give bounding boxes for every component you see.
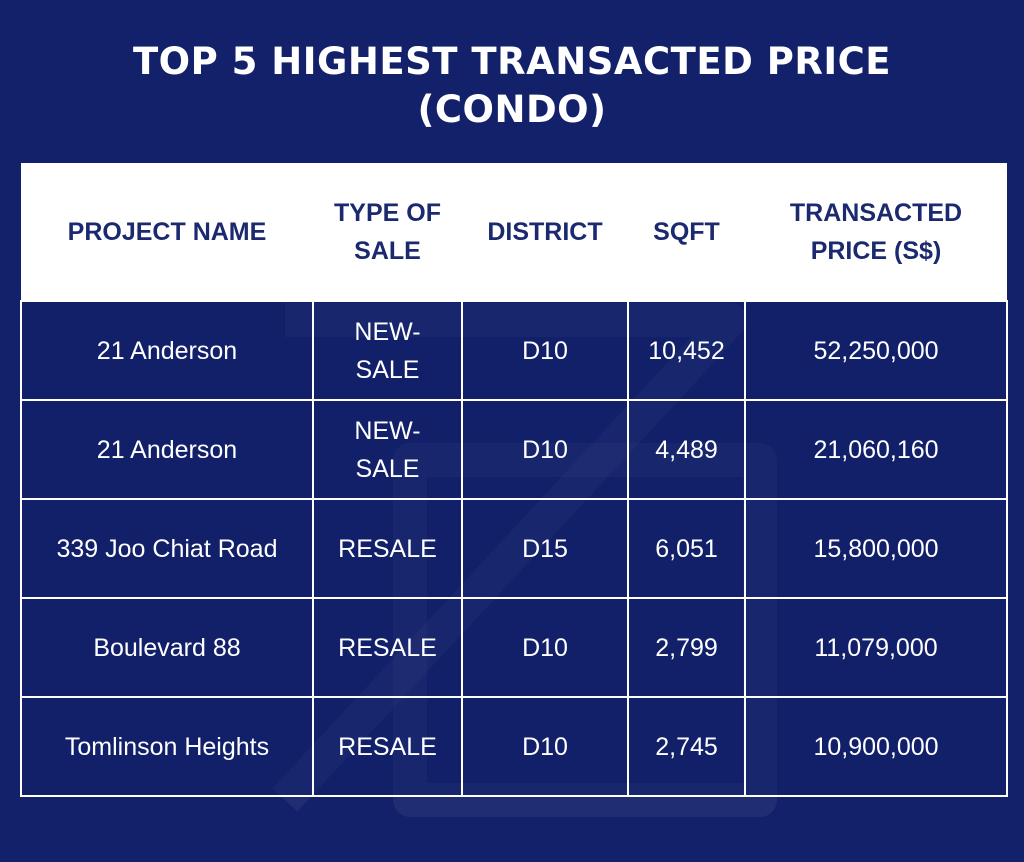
cell-district: D10 <box>461 597 629 698</box>
cell-transacted-price: 52,250,000 <box>744 300 1008 401</box>
table-row: 21 Anderson NEW- SALE D10 4,489 21,060,1… <box>20 399 1008 500</box>
cell-type-of-sale-line-2: SALE <box>355 355 420 384</box>
transactions-table: PROJECT NAME TYPE OF SALE DISTRICT SQFT … <box>20 163 1008 797</box>
cell-type-of-sale-line-2: SALE <box>355 454 420 483</box>
cell-type-of-sale-line-1: NEW- <box>354 416 421 445</box>
cell-district: D10 <box>461 696 629 797</box>
cell-sqft: 4,489 <box>627 399 746 500</box>
cell-project-name: Boulevard 88 <box>20 597 314 698</box>
table-row: Tomlinson Heights RESALE D10 2,745 10,90… <box>20 696 1008 797</box>
cell-project-name: 21 Anderson <box>20 399 314 500</box>
cell-sqft: 2,745 <box>627 696 746 797</box>
header-type-of-sale-line-1: TYPE OF <box>334 198 441 227</box>
header-project-name: PROJECT NAME <box>21 163 313 301</box>
header-project-name-text: PROJECT NAME <box>67 217 267 246</box>
cell-district: D10 <box>461 399 629 500</box>
cell-sqft: 6,051 <box>627 498 746 599</box>
header-sqft: SQFT <box>628 163 745 301</box>
header-transacted-price-line-1: TRANSACTED <box>789 198 963 227</box>
cell-type-of-sale: RESALE <box>312 597 463 698</box>
table-row: Boulevard 88 RESALE D10 2,799 11,079,000 <box>20 597 1008 698</box>
cell-type-of-sale-line-1: NEW- <box>354 317 421 346</box>
page-title: TOP 5 HIGHEST TRANSACTED PRICE (CONDO) <box>0 38 1024 134</box>
cell-type-of-sale: NEW- SALE <box>312 300 463 401</box>
title-line-2: (CONDO) <box>417 88 607 131</box>
cell-project-name: Tomlinson Heights <box>20 696 314 797</box>
header-transacted-price: TRANSACTED PRICE (S$) <box>745 163 1007 301</box>
header-sqft-text: SQFT <box>653 217 720 246</box>
cell-type-of-sale: RESALE <box>312 498 463 599</box>
cell-type-of-sale: RESALE <box>312 696 463 797</box>
cell-district: D10 <box>461 300 629 401</box>
cell-district: D15 <box>461 498 629 599</box>
cell-transacted-price: 11,079,000 <box>744 597 1008 698</box>
header-type-of-sale-line-2: SALE <box>354 236 421 265</box>
table-row: 339 Joo Chiat Road RESALE D15 6,051 15,8… <box>20 498 1008 599</box>
header-district-text: DISTRICT <box>487 217 603 246</box>
title-line-1: TOP 5 HIGHEST TRANSACTED PRICE <box>132 40 892 83</box>
header-district: DISTRICT <box>462 163 628 301</box>
header-transacted-price-line-2: PRICE (S$) <box>810 236 942 265</box>
cell-transacted-price: 15,800,000 <box>744 498 1008 599</box>
cell-sqft: 2,799 <box>627 597 746 698</box>
cell-project-name: 339 Joo Chiat Road <box>20 498 314 599</box>
cell-type-of-sale: NEW- SALE <box>312 399 463 500</box>
cell-transacted-price: 10,900,000 <box>744 696 1008 797</box>
cell-sqft: 10,452 <box>627 300 746 401</box>
header-type-of-sale: TYPE OF SALE <box>313 163 462 301</box>
cell-project-name: 21 Anderson <box>20 300 314 401</box>
cell-transacted-price: 21,060,160 <box>744 399 1008 500</box>
table-row: 21 Anderson NEW- SALE D10 10,452 52,250,… <box>20 300 1008 401</box>
table-header-row: PROJECT NAME TYPE OF SALE DISTRICT SQFT … <box>21 163 1007 301</box>
